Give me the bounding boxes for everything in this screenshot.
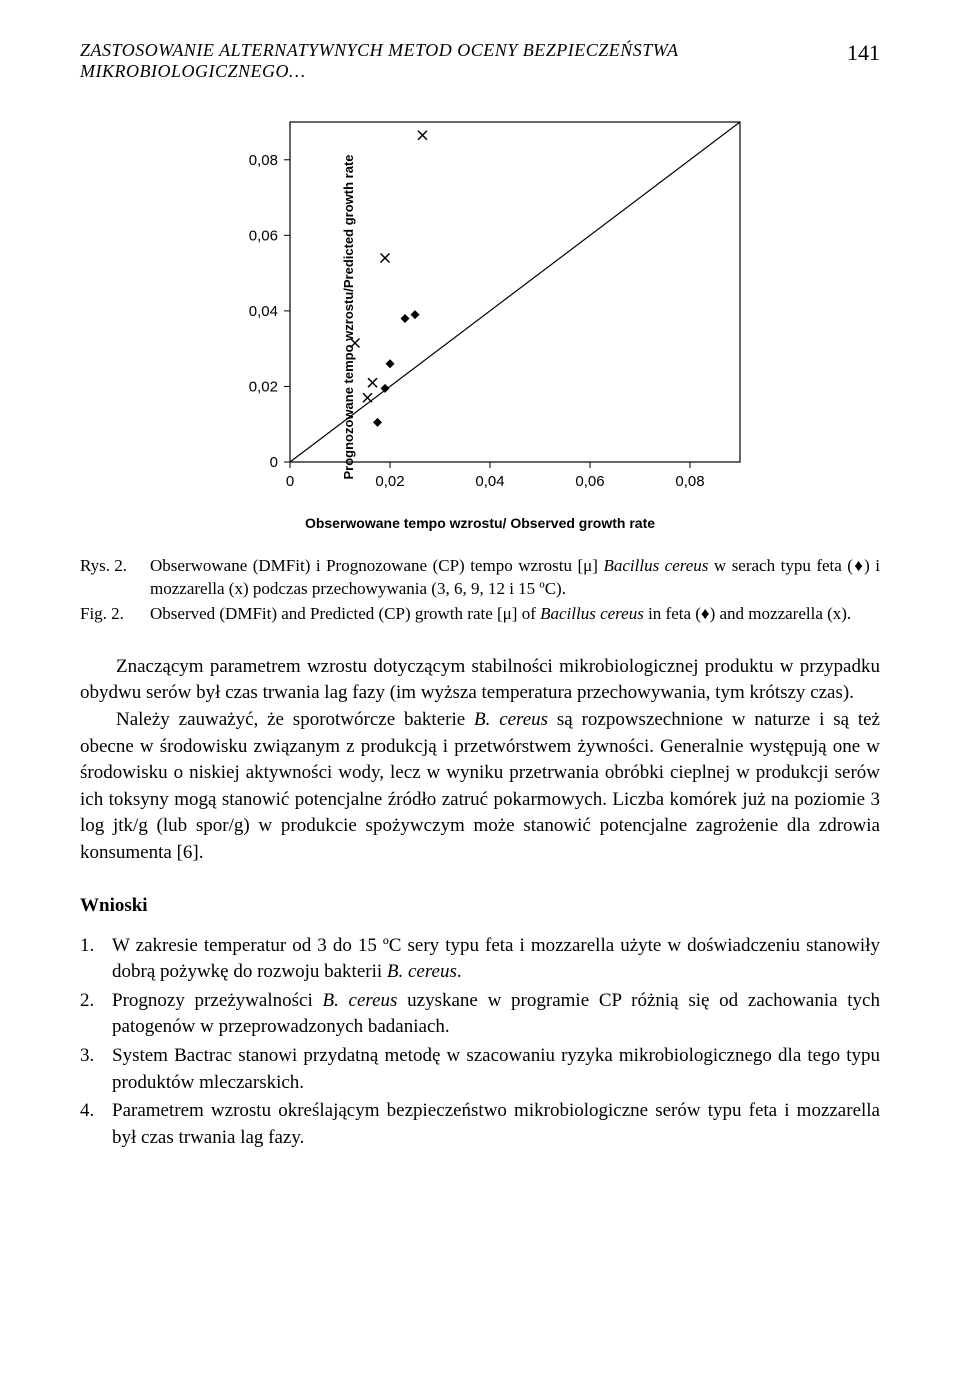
paragraph-1: Znaczącym parametrem wzrostu dotyczącym … bbox=[80, 654, 880, 707]
p2-italic: B. cereus bbox=[474, 709, 548, 730]
caption-rys: Rys. 2. Obserwowane (DMFit) i Prognozowa… bbox=[80, 555, 880, 601]
caption-rys-before: Obserwowane (DMFit) i Prognozowane (CP) … bbox=[150, 556, 603, 575]
chart-xlabel: Obserwowane tempo wzrostu/ Observed grow… bbox=[200, 515, 760, 531]
caption-fig-label: Fig. 2. bbox=[80, 603, 150, 626]
p2-before: Należy zauważyć, że sporotwórcze bakteri… bbox=[116, 709, 474, 730]
conclusion-item: 3.System Bactrac stanowi przydatną metod… bbox=[80, 1043, 880, 1096]
chart-svg: 0 0,02 0,04 0,06 0,08 0 0,02 0,04 0,06 0,08 bbox=[200, 102, 760, 502]
conclusion-after: . bbox=[457, 961, 462, 982]
body-text: Znaczącym parametrem wzrostu dotyczącym … bbox=[80, 654, 880, 867]
conclusion-before: Prognozy przeżywalności bbox=[112, 990, 322, 1011]
svg-text:0,06: 0,06 bbox=[575, 473, 604, 490]
conclusion-text: W zakresie temperatur od 3 do 15 ºC sery… bbox=[112, 933, 880, 986]
caption-fig-before: Observed (DMFit) and Predicted (CP) grow… bbox=[150, 604, 540, 623]
conclusions-list: 1.W zakresie temperatur od 3 do 15 ºC se… bbox=[80, 933, 880, 1152]
paragraph-2: Należy zauważyć, że sporotwórcze bakteri… bbox=[80, 707, 880, 867]
running-title: ZASTOSOWANIE ALTERNATYWNYCH METOD OCENY … bbox=[80, 40, 847, 82]
page-number: 141 bbox=[847, 40, 880, 82]
conclusion-italic: B. cereus bbox=[322, 990, 397, 1011]
caption-rys-label: Rys. 2. bbox=[80, 555, 150, 601]
conclusion-text: Prognozy przeżywalności B. cereus uzyska… bbox=[112, 988, 880, 1041]
conclusion-item: 2.Prognozy przeżywalności B. cereus uzys… bbox=[80, 988, 880, 1041]
conclusions-heading: Wnioski bbox=[80, 895, 880, 917]
conclusion-number: 1. bbox=[80, 933, 112, 986]
svg-text:0,04: 0,04 bbox=[249, 303, 278, 320]
conclusion-text: System Bactrac stanowi przydatną metodę … bbox=[112, 1043, 880, 1096]
growth-rate-chart: Prognozowane tempo wzrostu/Predicted gro… bbox=[200, 102, 760, 531]
conclusion-item: 1.W zakresie temperatur od 3 do 15 ºC se… bbox=[80, 933, 880, 986]
caption-rys-italic: Bacillus cereus bbox=[603, 556, 708, 575]
caption-fig: Fig. 2. Observed (DMFit) and Predicted (… bbox=[80, 603, 880, 626]
conclusion-number: 3. bbox=[80, 1043, 112, 1096]
chart-ylabel: Prognozowane tempo wzrostu/Predicted gro… bbox=[341, 154, 356, 479]
caption-fig-text: Observed (DMFit) and Predicted (CP) grow… bbox=[150, 603, 880, 626]
svg-text:0: 0 bbox=[270, 454, 278, 471]
svg-text:0: 0 bbox=[286, 473, 294, 490]
conclusion-text: Parametrem wzrostu określającym bezpiecz… bbox=[112, 1098, 880, 1151]
caption-fig-after: in feta (♦) and mozzarella (x). bbox=[644, 604, 851, 623]
svg-text:0,02: 0,02 bbox=[375, 473, 404, 490]
conclusion-before: Parametrem wzrostu określającym bezpiecz… bbox=[112, 1100, 880, 1148]
svg-text:0,08: 0,08 bbox=[675, 473, 704, 490]
svg-text:0,02: 0,02 bbox=[249, 378, 278, 395]
page: ZASTOSOWANIE ALTERNATYWNYCH METOD OCENY … bbox=[0, 0, 960, 1193]
conclusion-item: 4.Parametrem wzrostu określającym bezpie… bbox=[80, 1098, 880, 1151]
caption-block: Rys. 2. Obserwowane (DMFit) i Prognozowa… bbox=[80, 555, 880, 626]
svg-text:0,04: 0,04 bbox=[475, 473, 504, 490]
conclusion-number: 4. bbox=[80, 1098, 112, 1151]
svg-text:0,06: 0,06 bbox=[249, 227, 278, 244]
running-header: ZASTOSOWANIE ALTERNATYWNYCH METOD OCENY … bbox=[80, 40, 880, 82]
conclusion-before: W zakresie temperatur od 3 do 15 ºC sery… bbox=[112, 935, 880, 983]
caption-rys-text: Obserwowane (DMFit) i Prognozowane (CP) … bbox=[150, 555, 880, 601]
conclusion-number: 2. bbox=[80, 988, 112, 1041]
caption-fig-italic: Bacillus cereus bbox=[540, 604, 644, 623]
svg-text:0,08: 0,08 bbox=[249, 152, 278, 169]
p2-after: są rozpowszechnione w naturze i są też o… bbox=[80, 709, 880, 863]
conclusion-italic: B. cereus bbox=[387, 961, 457, 982]
conclusion-before: System Bactrac stanowi przydatną metodę … bbox=[112, 1045, 880, 1093]
